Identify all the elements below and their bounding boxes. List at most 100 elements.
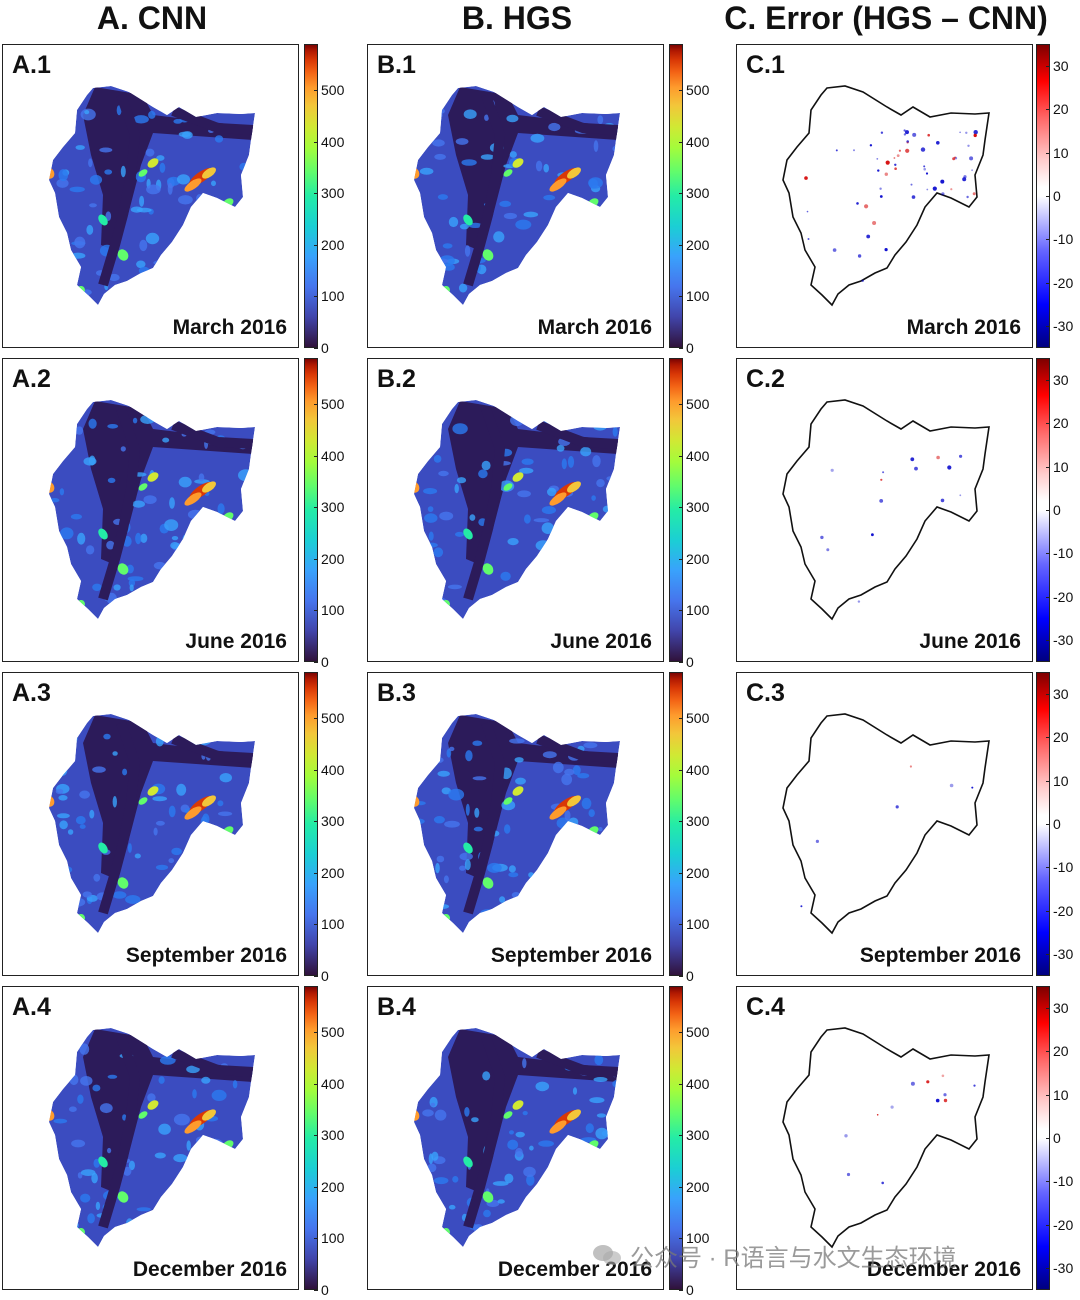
error-pixel (856, 202, 859, 205)
heat-hotspot (138, 169, 148, 177)
heat-cell (561, 553, 576, 563)
heat-hotspot (147, 1100, 159, 1110)
colorbar-tick-label: -10 (1053, 1173, 1074, 1190)
panel-label: A.2 (12, 365, 51, 393)
colorbar-tick-label: 100 (686, 916, 710, 933)
heat-cell (499, 200, 512, 207)
error-pixel (923, 167, 926, 171)
heat-cell (439, 511, 454, 521)
heat-cell (535, 160, 543, 172)
error-pixel (832, 248, 837, 252)
colorbar-tickmark (1046, 466, 1050, 468)
heat-cell (523, 1166, 536, 1177)
colorbar-tick-label: 300 (686, 813, 710, 830)
heat-cell (612, 491, 619, 497)
panel-c-2: C.2 June 2016 (736, 358, 1033, 662)
heat-cell (65, 866, 73, 873)
colorbar-tick-label: 10 (1053, 458, 1069, 475)
error-pixel (935, 1098, 940, 1103)
heat-cell (426, 869, 435, 875)
error-pixel (866, 234, 871, 239)
error-pixel (826, 548, 830, 552)
colorbar-tickmark (679, 507, 683, 509)
heat-cell (170, 542, 180, 549)
heat-cell (88, 418, 97, 429)
error-pixel (949, 783, 954, 788)
heat-cell (92, 1084, 101, 1092)
colorbar-tickmark (1046, 1051, 1050, 1053)
heat-cell (60, 896, 75, 905)
heat-cell (612, 1161, 617, 1171)
heat-hotspot (463, 214, 473, 226)
panel-date: March 2016 (906, 316, 1021, 339)
colorbar-tickmark (314, 507, 318, 509)
colorbar-tick-label: 400 (686, 133, 710, 150)
heat-hotspot (202, 481, 216, 493)
error-pixel (894, 163, 897, 166)
heat-cell (593, 1185, 608, 1197)
heat-cell (602, 505, 612, 513)
heat-cell (70, 513, 82, 520)
error-pixel (914, 466, 918, 471)
heat-cell (583, 547, 593, 556)
heat-cell (431, 1151, 439, 1161)
error-pixel (869, 144, 873, 147)
heat-cell (59, 1073, 65, 1083)
heat-cell (208, 917, 215, 928)
colorbar-tick-label: 500 (321, 82, 345, 99)
error-pixel (910, 183, 913, 186)
heat-cell (70, 1221, 79, 1230)
error-pixel (936, 141, 940, 145)
heat-cell (200, 1141, 205, 1151)
panel-label: B.2 (377, 365, 416, 393)
heat-hotspot (98, 842, 108, 854)
heat-cell (59, 820, 68, 830)
heat-cell (79, 824, 86, 829)
colorbar-tickmark (679, 662, 683, 663)
heat-cell (57, 813, 70, 819)
heat-cell (481, 914, 495, 920)
colorbar-tick-label: 30 (1053, 999, 1069, 1016)
heat-hotspot (138, 797, 148, 805)
error-pixel (959, 131, 961, 134)
heat-cell (136, 1207, 151, 1212)
error-pixel (926, 188, 929, 191)
heat-cell (187, 509, 203, 520)
heat-cell (564, 810, 571, 821)
heat-hotspot (138, 483, 148, 491)
heat-cell (112, 891, 127, 899)
heat-cell (173, 1211, 186, 1220)
error-pixel (880, 478, 883, 481)
panel-a-2: A.2 June 2016 (2, 358, 299, 662)
colorbar-tickmark (679, 90, 683, 92)
heat-cell (435, 862, 440, 874)
heat-cell (80, 1193, 91, 1203)
heat-cell (596, 1113, 606, 1118)
heat-hotspot (98, 528, 108, 540)
colorbar-tickmark (679, 296, 683, 298)
heat-cell (561, 458, 567, 470)
basin-outline (782, 713, 990, 935)
heat-cell (437, 194, 448, 200)
colorbar-tickmark (679, 1238, 683, 1240)
error-pixel (940, 179, 945, 184)
error-pixel (906, 140, 909, 143)
error-pixel (971, 169, 973, 172)
colorbar-tick-label: 0 (1053, 502, 1061, 518)
heat-cell (515, 1131, 525, 1138)
heat-ridge (536, 734, 619, 763)
heat-cell (80, 1169, 96, 1176)
heat-cell (156, 287, 168, 299)
colorbar-tick-label: 200 (686, 1178, 710, 1195)
heat-cell (428, 116, 442, 125)
heat-cell (140, 414, 156, 424)
heat-cell (226, 279, 235, 291)
error-map (782, 399, 990, 621)
heat-cell (596, 1160, 613, 1169)
heat-hotspot (503, 169, 513, 177)
heat-cell (190, 839, 196, 845)
colorbar-tickmark (314, 1032, 318, 1034)
heat-ridge (463, 1035, 506, 1229)
heat-cell (427, 110, 443, 120)
